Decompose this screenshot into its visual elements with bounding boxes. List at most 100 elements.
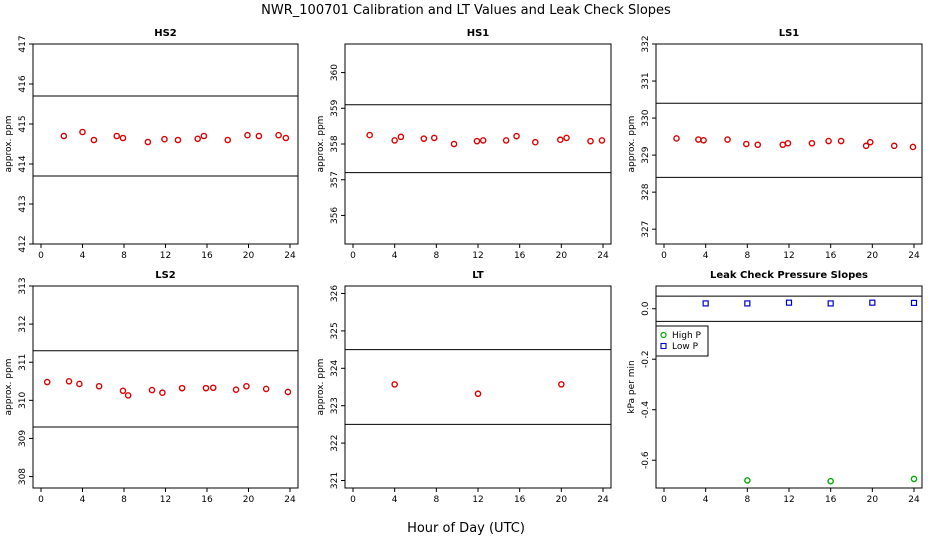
panel-title: LS1: [779, 28, 800, 39]
x-tick-label: 16: [514, 251, 526, 261]
data-point: [695, 136, 702, 143]
y-tick-label: 330: [641, 109, 651, 126]
plot-frame: [344, 285, 612, 489]
data-point: [194, 135, 201, 143]
data-point: [556, 136, 564, 144]
data-point: [244, 131, 251, 139]
y-tick-label: 0.0: [641, 301, 651, 316]
data-point: [744, 477, 751, 484]
y-axis-label: approx. ppm: [316, 359, 326, 416]
x-tick-label: 4: [703, 495, 709, 505]
panel-5: LT approx. ppm 0 4 8 12 16 20 24 321 322 323 324 325 3…: [316, 270, 612, 505]
legend-marker: [660, 342, 667, 350]
x-tick-label: 24: [284, 495, 296, 505]
x-tick-label: 4: [392, 495, 398, 505]
data-point: [60, 132, 68, 140]
data-point: [784, 139, 792, 147]
y-tick-label: 413: [18, 195, 28, 212]
y-tick-label: 329: [641, 146, 651, 163]
panel-title: HS2: [154, 28, 177, 39]
y-tick-label: 331: [641, 72, 651, 89]
data-point: [754, 141, 762, 149]
data-point: [200, 132, 208, 140]
data-point: [563, 134, 570, 142]
data-point: [148, 386, 156, 394]
data-point: [159, 389, 166, 397]
x-tick-label: 0: [661, 495, 667, 505]
panel-3: LS1 approx. ppm 0 4 8 12 16 20 24 327 328 329 330 331…: [627, 28, 923, 261]
x-tick-label: 12: [783, 251, 794, 261]
y-axis-label: kPa per min: [627, 360, 637, 413]
data-point: [502, 137, 510, 144]
legend-label: High P: [672, 331, 702, 341]
y-axis-label: approx. ppm: [316, 116, 326, 173]
y-tick-label: 312: [18, 316, 28, 333]
data-point: [587, 137, 594, 145]
y-tick-label: 358: [330, 135, 340, 152]
x-tick-label: 16: [201, 495, 213, 505]
x-tick-label: 12: [472, 495, 483, 505]
y-tick-label: 356: [330, 207, 340, 224]
data-point: [531, 138, 539, 146]
data-point: [366, 131, 373, 139]
data-point: [827, 300, 834, 307]
x-tick-label: 0: [350, 251, 356, 261]
data-point: [284, 388, 292, 396]
x-tick-label: 12: [472, 251, 483, 261]
x-tick-label: 4: [392, 251, 398, 261]
x-tick-label: 20: [867, 495, 879, 505]
x-tick-label: 8: [744, 251, 750, 261]
data-point: [827, 477, 834, 485]
x-tick-label: 20: [243, 495, 255, 505]
data-point: [869, 299, 876, 306]
legend-box: [655, 325, 709, 357]
data-point: [144, 138, 152, 146]
y-tick-label: 327: [641, 221, 651, 238]
y-tick-label: 412: [18, 235, 28, 252]
panel-title: LT: [472, 270, 484, 281]
y-axis-label: approx. ppm: [627, 116, 637, 173]
data-point: [243, 382, 250, 390]
y-tick-label: 360: [330, 64, 340, 81]
y-axis-label: approx. ppm: [4, 359, 14, 416]
x-tick-label: 0: [38, 251, 44, 261]
x-tick-label: 4: [80, 495, 86, 505]
data-point: [275, 131, 282, 139]
x-tick-label: 8: [121, 495, 127, 505]
data-point: [119, 387, 127, 395]
x-tick-label: 4: [80, 251, 86, 261]
plot-frame: [655, 43, 923, 245]
y-tick-label: 322: [330, 435, 340, 452]
data-point: [866, 138, 874, 146]
x-tick-label: 0: [350, 495, 356, 505]
x-tick-label: 0: [38, 495, 44, 505]
data-point: [513, 132, 520, 140]
x-tick-label: 16: [514, 495, 526, 505]
y-tick-label: 308: [18, 468, 28, 485]
panel-title: HS1: [467, 28, 490, 39]
plot-frame: [32, 285, 299, 489]
y-tick-label: 326: [330, 285, 340, 302]
panel-title: Leak Check Pressure Slopes: [710, 270, 868, 281]
data-point: [95, 382, 103, 390]
data-point: [744, 300, 751, 307]
data-point: [909, 143, 917, 151]
y-tick-label: 415: [18, 115, 28, 132]
x-tick-label: 16: [825, 495, 837, 505]
x-tick-label: 20: [243, 251, 255, 261]
data-point: [700, 136, 707, 144]
data-point: [174, 136, 182, 144]
plot-frame: [655, 285, 923, 489]
data-point: [43, 378, 51, 386]
x-tick-label: 20: [556, 495, 568, 505]
x-tick-label: 24: [908, 251, 920, 261]
data-point: [124, 392, 132, 399]
y-tick-label: 324: [330, 359, 340, 376]
data-point: [673, 135, 680, 142]
y-tick-label: 325: [330, 322, 340, 339]
data-point: [430, 134, 438, 142]
x-tick-label: 12: [783, 495, 794, 505]
data-point: [232, 386, 240, 393]
y-tick-label: 311: [18, 354, 28, 371]
